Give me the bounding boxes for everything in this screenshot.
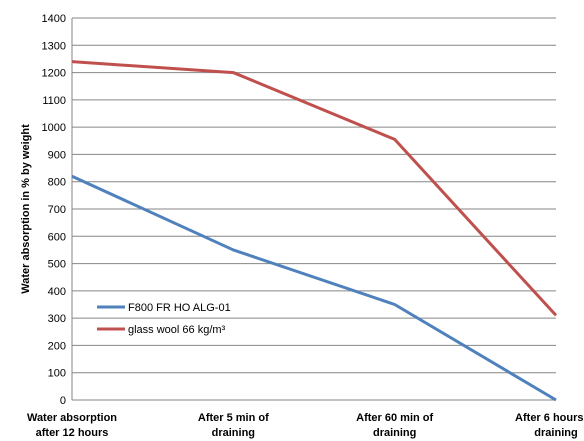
y-axis-ticks: 0 100 200 300 400 500 600 700 800 900 1000 1100 1200… bbox=[42, 13, 66, 407]
x-tick-label: After 5 min of bbox=[198, 412, 269, 424]
y-tick-label: 1400 bbox=[42, 13, 66, 25]
axes bbox=[71, 18, 556, 401]
x-tick-label: After 60 min of bbox=[356, 412, 433, 424]
y-tick-label: 900 bbox=[48, 149, 66, 161]
y-tick-label: 1200 bbox=[42, 68, 66, 80]
x-tick-label: draining bbox=[534, 427, 577, 439]
y-tick-label: 800 bbox=[48, 177, 66, 189]
y-tick-label: 500 bbox=[48, 259, 66, 271]
x-tick-label: draining bbox=[212, 427, 255, 439]
y-tick-label: 300 bbox=[48, 313, 66, 325]
x-tick-label: draining bbox=[373, 427, 416, 439]
y-tick-label: 700 bbox=[48, 204, 66, 216]
y-tick-label: 1100 bbox=[42, 95, 66, 107]
y-tick-label: 200 bbox=[48, 340, 66, 352]
legend: F800 FR HO ALG-01 glass wool 66 kg/m³ bbox=[97, 302, 231, 336]
y-tick-label: 1300 bbox=[42, 40, 66, 52]
x-tick-label: After 6 hours of bbox=[515, 412, 584, 424]
x-axis-ticks: Water absorption after 12 hours After 5 mi… bbox=[27, 412, 584, 439]
y-tick-label: 1000 bbox=[42, 122, 66, 134]
y-tick-label: 0 bbox=[60, 395, 66, 407]
y-tick-label: 600 bbox=[48, 231, 66, 243]
legend-label: glass wool 66 kg/m³ bbox=[128, 324, 226, 336]
y-tick-label: 400 bbox=[48, 286, 66, 298]
x-tick-label: Water absorption bbox=[27, 412, 117, 424]
y-axis-label: Water absorption in % by weight bbox=[20, 124, 32, 294]
y-tick-label: 100 bbox=[48, 368, 66, 380]
gridlines bbox=[72, 17, 556, 401]
series-line bbox=[71, 60, 558, 317]
legend-label: F800 FR HO ALG-01 bbox=[128, 302, 231, 314]
series-line bbox=[71, 174, 557, 402]
x-tick-label: after 12 hours bbox=[36, 427, 109, 439]
series-lines bbox=[71, 60, 558, 402]
